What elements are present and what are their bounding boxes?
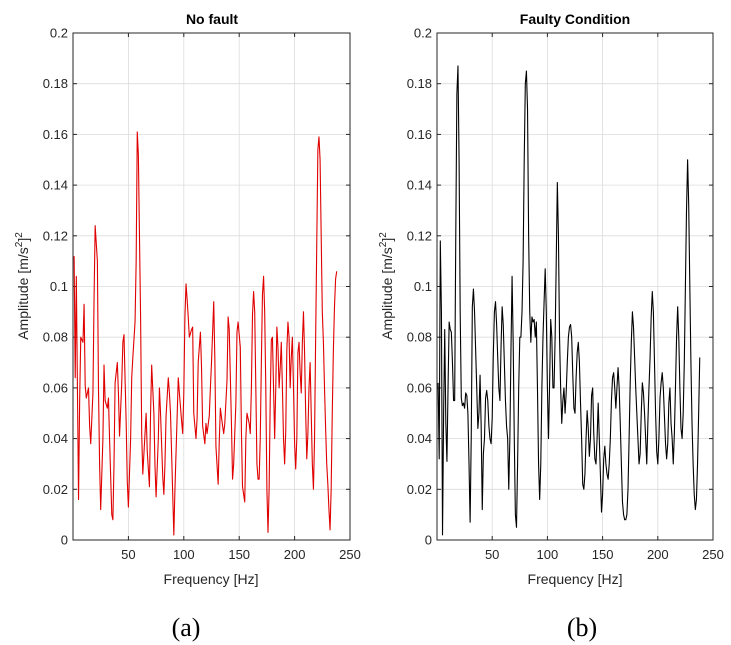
y-axis-label: Amplitude [m/s2]2 [378,232,395,340]
x-axis-label: Frequency [Hz] [528,571,623,587]
y-tick-label: 0.04 [43,431,68,446]
x-tick-label: 200 [284,547,306,562]
series-line-faulty-condition [437,65,701,536]
y-tick-label: 0.12 [407,228,432,243]
y-tick-label: 0.02 [407,482,432,497]
x-axis-label: Frequency [Hz] [164,571,259,587]
y-tick-label: 0.18 [407,76,432,91]
chart-title: No fault [186,11,238,27]
y-tick-label: 0.08 [43,330,68,345]
y-tick-label: 0 [425,533,432,548]
y-axis-label-text: Amplitude [m/s [379,247,395,340]
y-tick-label: 0.2 [50,26,68,41]
panel-label-b: (b) [567,613,597,642]
ticks [73,32,351,541]
x-tick-label: 150 [228,547,250,562]
x-tick-label: 50 [121,547,135,562]
x-tick-label: 100 [537,547,559,562]
x-tick-label: 250 [702,547,724,562]
x-tick-labels: 50 100 150 200 250 [121,547,361,562]
y-tick-label: 0.02 [43,482,68,497]
y-tick-label: 0.12 [43,228,68,243]
y-tick-label: 0.08 [407,330,432,345]
y-tick-labels: 0 0.02 0.04 0.06 0.08 0.1 0.12 0.14 0.16 0.18 0.2 [407,26,432,548]
y-tick-label: 0.06 [407,380,432,395]
y-tick-label: 0.06 [43,380,68,395]
ticks [437,32,714,541]
x-tick-label: 150 [592,547,614,562]
x-tick-label: 200 [647,547,669,562]
y-tick-label: 0.2 [414,26,432,41]
y-tick-label: 0.1 [50,279,68,294]
y-tick-label: 0.18 [43,76,68,91]
y-tick-label: 0.14 [407,178,432,193]
chart-panel-faulty-condition: Faulty Condition 0 0.02 0.04 0.06 0.08 0.1 0.1… [378,11,724,642]
y-axis-label-bracket: ] [15,238,31,242]
panel-label-a: (a) [172,613,201,642]
grid [437,32,714,541]
chart-title: Faulty Condition [520,11,630,27]
y-tick-label: 0.16 [407,127,432,142]
x-tick-label: 250 [339,547,361,562]
y-tick-label: 0 [61,533,68,548]
y-tick-label: 0.04 [407,431,432,446]
y-tick-label: 0.16 [43,127,68,142]
x-tick-label: 100 [173,547,195,562]
y-axis-label: Amplitude [m/s2]2 [14,232,31,340]
x-tick-labels: 50 100 150 200 250 [485,547,724,562]
y-axis-label-sup: 2 [378,241,389,247]
chart-panel-no-fault: No fault 0 0.02 0.04 0.06 0.08 0.1 0.12 0.14 0.1… [14,11,361,642]
y-axis-label-text: Amplitude [m/s [15,247,31,340]
y-tick-label: 0.14 [43,178,68,193]
series-line-no-fault [73,131,338,536]
y-axis-label-bracket: ] [379,238,395,242]
y-axis-label-sup2: 2 [378,232,389,238]
x-tick-label: 50 [485,547,499,562]
y-tick-labels: 0 0.02 0.04 0.06 0.08 0.1 0.12 0.14 0.16 0.18 0.2 [43,26,68,548]
y-axis-label-sup: 2 [14,241,25,247]
y-tick-label: 0.1 [414,279,432,294]
y-axis-label-sup2: 2 [14,232,25,238]
